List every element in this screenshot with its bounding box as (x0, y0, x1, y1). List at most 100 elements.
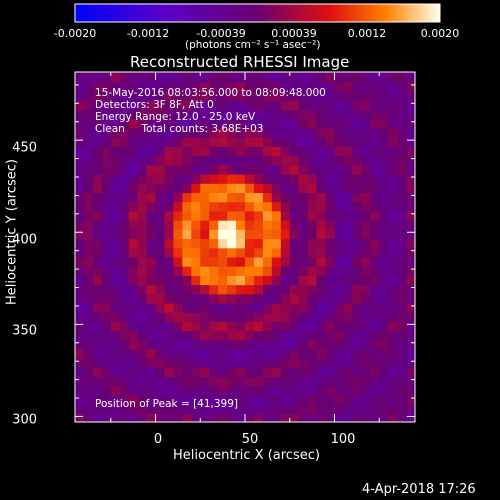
heatmap-cell (361, 385, 371, 396)
heatmap-cell (209, 283, 219, 295)
heatmap-cell (397, 366, 407, 378)
heatmap-cell (343, 118, 353, 129)
heatmap-cell (379, 256, 389, 267)
heatmap-cell (379, 81, 389, 92)
heatmap-cell (173, 265, 183, 276)
heatmap-cell (128, 302, 139, 313)
info-line: Clean Total counts: 3.68E+03 (95, 123, 264, 135)
heatmap-cell (271, 72, 282, 83)
heatmap-cell (289, 329, 300, 341)
heatmap-cell (262, 164, 273, 175)
heatmap-cell (200, 293, 210, 304)
heatmap-cell (253, 339, 264, 350)
heatmap-cell (245, 265, 255, 276)
heatmap-cell (83, 219, 94, 230)
heatmap-cell (110, 412, 121, 422)
heatmap-cell (146, 219, 157, 230)
heatmap-cell (236, 154, 246, 166)
heatmap-cell (101, 81, 112, 92)
heatmap-cell (289, 348, 300, 359)
heatmap-cell (334, 366, 344, 378)
heatmap-cell (406, 228, 415, 240)
heatmap-cell (334, 357, 344, 369)
heatmap-cell (361, 302, 371, 313)
heatmap-cell (298, 164, 309, 175)
heatmap-cell (128, 191, 139, 203)
heatmap-cell (182, 118, 192, 129)
heatmap-cell (209, 311, 219, 322)
heatmap-cell (397, 247, 407, 258)
heatmap-cell (155, 375, 166, 387)
heatmap-cell (343, 329, 353, 341)
heatmap-cell (388, 320, 398, 332)
heatmap-cell (289, 81, 300, 92)
heatmap-cell (361, 412, 371, 422)
heatmap-cell (92, 247, 103, 258)
heatmap-cell (200, 200, 210, 212)
heatmap-cell (164, 320, 174, 332)
heatmap-cell (173, 191, 183, 203)
heatmap-cell (182, 320, 192, 332)
heatmap-cell (316, 311, 327, 322)
heatmap-cell (370, 173, 380, 184)
heatmap-cell (379, 293, 389, 304)
heatmap-cell (92, 237, 103, 249)
heatmap-cell (316, 219, 327, 230)
heatmap-cell (137, 375, 148, 387)
heatmap-cell (101, 274, 112, 286)
heatmap-cell (316, 200, 327, 212)
heatmap-cell (245, 329, 255, 341)
heatmap-cell (280, 329, 291, 341)
heatmap-cell (307, 99, 318, 111)
y-tick-label: 450 (12, 140, 37, 156)
heatmap-cell (75, 375, 85, 387)
heatmap-cell (262, 237, 273, 249)
heatmap-cell (182, 348, 192, 359)
heatmap-cell (245, 164, 255, 175)
heatmap-cell (227, 339, 237, 350)
heatmap-cell (155, 108, 166, 120)
heatmap-cell (245, 311, 255, 322)
heatmap-cell (119, 182, 130, 194)
heatmap-cell (406, 154, 415, 166)
heatmap-cell (397, 293, 407, 304)
heatmap-cell (280, 219, 291, 230)
heatmap-cell (298, 237, 309, 249)
heatmap-cell (262, 311, 273, 322)
heatmap-cell (128, 99, 139, 111)
heatmap-cell (245, 99, 255, 111)
heatmap-cell (200, 90, 210, 101)
heatmap-cell (155, 237, 166, 249)
heatmap-cell (406, 403, 415, 415)
heatmap-cell (191, 283, 201, 295)
heatmap-cell (173, 219, 183, 230)
heatmap-cell (92, 375, 103, 387)
heatmap-cell (370, 283, 380, 295)
heatmap-cell (83, 375, 94, 387)
heatmap-cell (75, 283, 85, 295)
heatmap-cell (200, 118, 210, 129)
heatmap-cell (200, 81, 210, 92)
colorbar (74, 3, 441, 23)
heatmap-cell (146, 265, 157, 276)
heatmap-cell (361, 256, 371, 267)
heatmap-cell (253, 81, 264, 92)
heatmap-cell (236, 108, 246, 120)
heatmap-cell (271, 348, 282, 359)
heatmap-cell (325, 173, 336, 184)
heatmap-cell (253, 99, 264, 111)
heatmap-cell (361, 118, 371, 129)
heatmap-cell (316, 256, 327, 267)
heatmap-cell (379, 348, 389, 359)
heatmap-cell (325, 357, 336, 369)
heatmap-cell (361, 164, 371, 175)
heatmap-cell (370, 127, 380, 138)
heatmap-cell (191, 210, 201, 221)
heatmap-cell (128, 154, 139, 166)
heatmap-cell (173, 394, 183, 405)
heatmap-cell (406, 90, 415, 101)
heatmap-cell (325, 200, 336, 212)
heatmap-cell (361, 274, 371, 286)
heatmap-cell (361, 127, 371, 138)
heatmap-cell (334, 320, 344, 332)
